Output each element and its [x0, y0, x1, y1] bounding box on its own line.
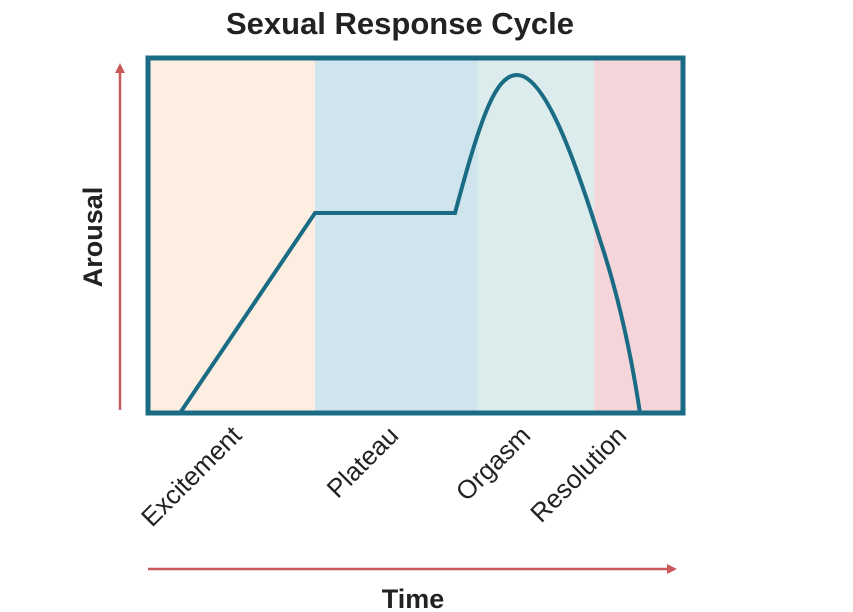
title: Sexual Response Cycle	[226, 6, 574, 41]
phase-label: Excitement	[135, 419, 248, 532]
phase-label: Orgasm	[450, 420, 537, 507]
band-orgasm	[478, 58, 594, 413]
phase-label: Resolution	[524, 420, 632, 528]
frame	[145, 55, 686, 416]
x-label: Time	[382, 584, 445, 612]
band-plateau	[315, 58, 478, 413]
band-excitement	[148, 58, 315, 413]
curve	[178, 72, 642, 415]
y-label: Arousal	[78, 187, 108, 288]
band-resolution	[594, 58, 683, 413]
phase-label: Plateau	[321, 420, 405, 504]
